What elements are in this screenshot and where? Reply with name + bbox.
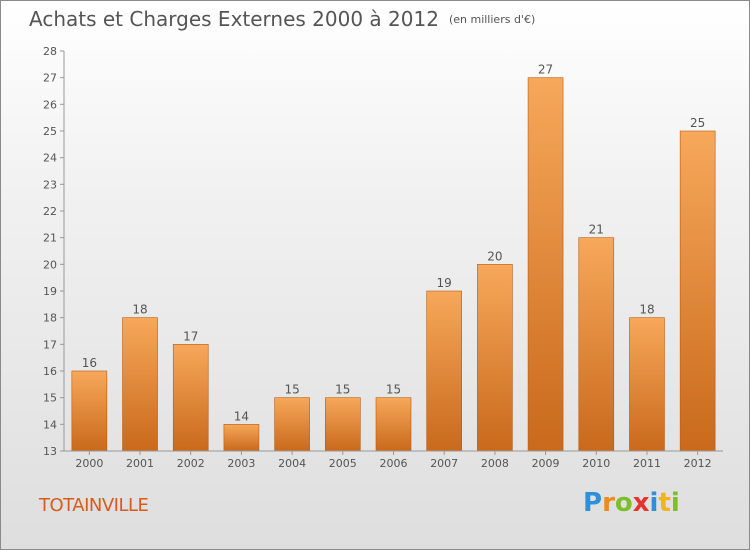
unit-label: (en milliers d'€) <box>448 13 536 26</box>
logo-letter: t <box>658 488 671 518</box>
bar-2009 <box>527 77 564 452</box>
bar-2010 <box>578 237 615 452</box>
x-tick-label-2000: 2000 <box>75 457 103 470</box>
chart-title: Achats et Charges Externes 2000 à 2012 (e… <box>29 7 535 31</box>
city-name: TOTAINVILLE <box>39 495 149 516</box>
y-tick-label: 19 <box>43 285 57 298</box>
y-tick-label: 23 <box>43 178 57 191</box>
y-tick-label: 16 <box>43 365 57 378</box>
data-label-2012: 25 <box>690 116 705 130</box>
logo-letter: r <box>602 488 615 518</box>
x-tick-label-2012: 2012 <box>684 457 712 470</box>
x-axis: 2000 2001 2002 2003 2004 2005 2006 2007 2008 2009… <box>64 450 723 470</box>
x-tick-label-2004: 2004 <box>278 457 306 470</box>
data-label-2007: 19 <box>437 276 452 290</box>
y-tick-label: 17 <box>43 338 57 351</box>
data-label-2002: 17 <box>183 329 198 343</box>
data-label-2006: 15 <box>386 383 401 397</box>
y-tick-label: 15 <box>43 392 57 405</box>
y-tick-label: 13 <box>43 445 57 458</box>
bars: 16 18 17 14 15 15 15 19 20 27 21 18 25 <box>71 63 716 452</box>
bar-2002 <box>172 344 209 452</box>
proxiti-logo: Proxiti <box>583 488 680 518</box>
data-label-2004: 15 <box>284 383 299 397</box>
x-tick-label-2002: 2002 <box>177 457 205 470</box>
bar-2006 <box>375 397 412 452</box>
logo-letter: x <box>632 488 650 518</box>
bar-2004 <box>274 397 310 452</box>
x-tick-label-2008: 2008 <box>481 457 509 470</box>
y-tick-label: 25 <box>43 125 57 138</box>
x-tick-label-2006: 2006 <box>380 457 408 470</box>
bar-2011 <box>629 317 665 452</box>
data-label-2009: 27 <box>538 63 553 77</box>
y-tick-label: 24 <box>43 152 57 165</box>
data-label-2008: 20 <box>487 249 502 263</box>
y-tick-label: 22 <box>43 205 57 218</box>
data-label-2003: 14 <box>234 409 249 423</box>
data-label-2001: 18 <box>132 303 147 317</box>
data-label-2000: 16 <box>82 356 97 370</box>
bar-2007 <box>426 290 462 452</box>
y-tick-label: 26 <box>43 98 57 111</box>
y-tick-label: 20 <box>43 258 57 271</box>
logo-letter: i <box>649 488 659 518</box>
y-axis: 13 14 15 16 17 18 19 20 21 22 23 24 25 26 27 28 <box>43 45 65 458</box>
bar-2005 <box>325 397 361 452</box>
bar-2000 <box>71 370 108 452</box>
bar-2001 <box>122 317 158 452</box>
y-tick-label: 21 <box>43 232 57 245</box>
y-tick-label: 14 <box>43 418 57 431</box>
x-tick-label-2010: 2010 <box>582 457 610 470</box>
y-tick-label: 27 <box>43 72 57 85</box>
x-tick-label-2005: 2005 <box>329 457 357 470</box>
data-label-2010: 21 <box>589 223 604 237</box>
bar-2003 <box>223 424 260 452</box>
y-tick-label: 18 <box>43 312 57 325</box>
x-tick-label-2003: 2003 <box>227 457 255 470</box>
logo-letter: P <box>583 488 603 518</box>
x-tick-label-2001: 2001 <box>126 457 154 470</box>
x-tick-label-2007: 2007 <box>430 457 458 470</box>
logo-letter: i <box>670 488 680 518</box>
bar-2008 <box>477 264 513 452</box>
bar-2012 <box>679 130 716 452</box>
y-tick-label: 28 <box>43 45 57 58</box>
data-label-2005: 15 <box>335 383 350 397</box>
x-tick-label-2009: 2009 <box>532 457 560 470</box>
logo-letter: o <box>614 488 633 518</box>
title-text: Achats et Charges Externes 2000 à 2012 <box>29 7 439 31</box>
x-tick-label-2011: 2011 <box>633 457 661 470</box>
data-label-2011: 18 <box>639 303 654 317</box>
